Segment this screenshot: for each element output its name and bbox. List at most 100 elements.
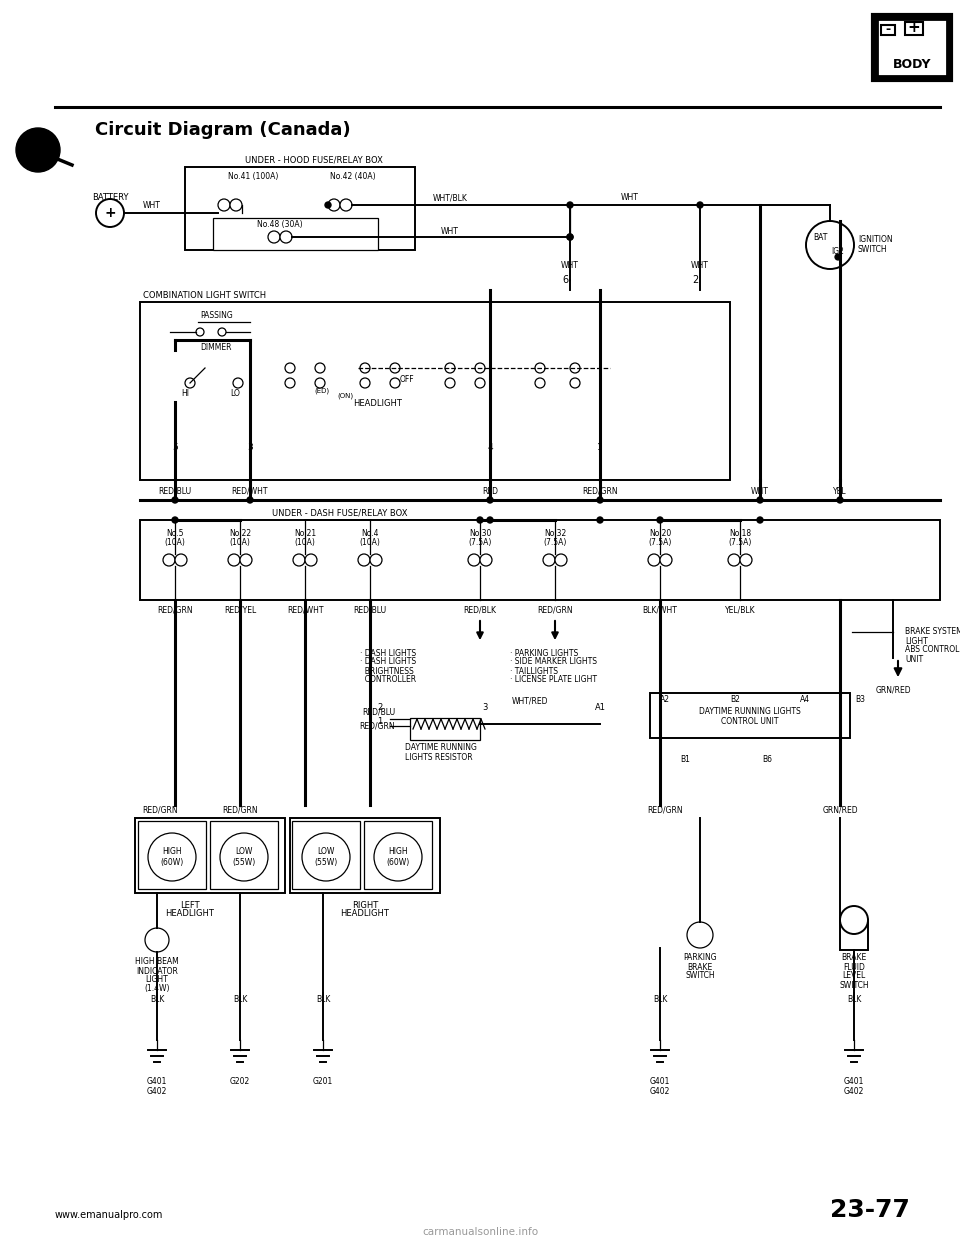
Circle shape — [315, 363, 325, 373]
Text: UNDER - HOOD FUSE/RELAY BOX: UNDER - HOOD FUSE/RELAY BOX — [245, 155, 383, 164]
Text: BAT: BAT — [813, 233, 828, 242]
Text: (10A): (10A) — [164, 539, 185, 548]
Text: B2: B2 — [730, 696, 740, 704]
Circle shape — [597, 517, 603, 523]
Circle shape — [475, 378, 485, 388]
Circle shape — [806, 221, 854, 270]
Bar — [140, 302, 730, 479]
Circle shape — [172, 517, 178, 523]
Text: (7.5A): (7.5A) — [729, 539, 752, 548]
Text: WHT: WHT — [621, 194, 639, 202]
Bar — [292, 821, 360, 889]
Circle shape — [567, 233, 573, 240]
Circle shape — [247, 497, 253, 503]
Text: G401: G401 — [650, 1078, 670, 1087]
Text: GRN/RED: GRN/RED — [822, 806, 858, 815]
Text: B6: B6 — [762, 755, 772, 765]
Circle shape — [728, 554, 740, 566]
Bar — [840, 920, 868, 950]
Text: (10A): (10A) — [295, 539, 316, 548]
Text: UNDER - DASH FUSE/RELAY BOX: UNDER - DASH FUSE/RELAY BOX — [273, 508, 408, 518]
Text: WHT: WHT — [751, 487, 769, 496]
Text: G202: G202 — [229, 1078, 251, 1087]
Circle shape — [567, 233, 573, 240]
Circle shape — [445, 363, 455, 373]
Text: (7.5A): (7.5A) — [468, 539, 492, 548]
Text: RIGHT: RIGHT — [352, 900, 378, 909]
Text: RED/GRN: RED/GRN — [647, 806, 683, 815]
Text: No.32: No.32 — [544, 529, 566, 538]
Text: BLK/WHT: BLK/WHT — [642, 606, 678, 615]
Text: 2: 2 — [692, 274, 698, 284]
Text: HI: HI — [181, 389, 189, 397]
Text: RED/GRN: RED/GRN — [222, 806, 258, 815]
Text: LO: LO — [230, 389, 240, 397]
Text: HEADLIGHT: HEADLIGHT — [165, 909, 214, 919]
Text: B1: B1 — [680, 755, 690, 765]
Circle shape — [660, 554, 672, 566]
Text: B3: B3 — [855, 696, 865, 704]
Text: RED/WHT: RED/WHT — [287, 606, 324, 615]
Text: 2: 2 — [377, 703, 383, 712]
Text: PASSING: PASSING — [200, 312, 232, 320]
Circle shape — [374, 833, 422, 881]
Text: DAYTIME RUNNING LIGHTS: DAYTIME RUNNING LIGHTS — [699, 708, 801, 717]
Circle shape — [757, 517, 763, 523]
Text: SWITCH: SWITCH — [858, 246, 888, 255]
Circle shape — [220, 833, 268, 881]
Text: HIGH: HIGH — [162, 847, 181, 857]
Text: · TAILLIGHTS: · TAILLIGHTS — [510, 667, 558, 676]
Circle shape — [315, 378, 325, 388]
Text: CONTROL UNIT: CONTROL UNIT — [721, 718, 779, 727]
Text: · PARKING LIGHTS: · PARKING LIGHTS — [510, 648, 578, 657]
Text: YEL: YEL — [833, 487, 847, 496]
Text: · LICENSE PLATE LIGHT: · LICENSE PLATE LIGHT — [510, 676, 597, 684]
Circle shape — [480, 554, 492, 566]
Text: RED/WHT: RED/WHT — [231, 487, 268, 496]
Text: No.20: No.20 — [649, 529, 671, 538]
Circle shape — [835, 255, 841, 260]
Text: RED/YEL: RED/YEL — [224, 606, 256, 615]
Text: DAYTIME RUNNING: DAYTIME RUNNING — [405, 744, 477, 753]
Text: BLK: BLK — [150, 996, 164, 1005]
Text: (1.4W): (1.4W) — [144, 985, 170, 994]
Text: No.41 (100A): No.41 (100A) — [228, 173, 278, 181]
Circle shape — [570, 363, 580, 373]
Text: BRIGHTNESS: BRIGHTNESS — [360, 667, 414, 676]
Text: (10A): (10A) — [229, 539, 251, 548]
Circle shape — [302, 833, 350, 881]
Text: HIGH: HIGH — [388, 847, 408, 857]
Text: IG2: IG2 — [831, 247, 845, 257]
Text: LIGHT: LIGHT — [905, 636, 927, 646]
Text: No.30: No.30 — [468, 529, 492, 538]
Circle shape — [145, 928, 169, 953]
Circle shape — [172, 497, 178, 503]
Text: (ON): (ON) — [337, 392, 353, 399]
Circle shape — [175, 554, 187, 566]
Text: 4: 4 — [487, 442, 492, 452]
Text: BLK: BLK — [653, 996, 667, 1005]
Text: INDICATOR: INDICATOR — [136, 966, 178, 975]
Circle shape — [657, 517, 663, 523]
Circle shape — [597, 497, 603, 503]
Text: BODY: BODY — [893, 58, 931, 72]
Circle shape — [230, 199, 242, 211]
Text: 3: 3 — [482, 703, 488, 712]
Text: RED/BLU: RED/BLU — [362, 708, 395, 717]
Text: 23-77: 23-77 — [830, 1199, 910, 1222]
Text: +: + — [105, 206, 116, 220]
Bar — [290, 818, 440, 893]
Text: LEVEL: LEVEL — [842, 971, 866, 980]
Text: HIGH BEAM: HIGH BEAM — [135, 958, 179, 966]
Text: WHT: WHT — [691, 261, 708, 270]
Circle shape — [535, 363, 545, 373]
Text: LIGHT: LIGHT — [146, 975, 168, 985]
Text: (7.5A): (7.5A) — [543, 539, 566, 548]
Circle shape — [570, 378, 580, 388]
Circle shape — [687, 922, 713, 948]
Text: DIMMER: DIMMER — [200, 344, 231, 353]
Text: G401: G401 — [844, 1078, 864, 1087]
Circle shape — [555, 554, 567, 566]
Circle shape — [268, 231, 280, 243]
Text: +: + — [907, 21, 921, 36]
